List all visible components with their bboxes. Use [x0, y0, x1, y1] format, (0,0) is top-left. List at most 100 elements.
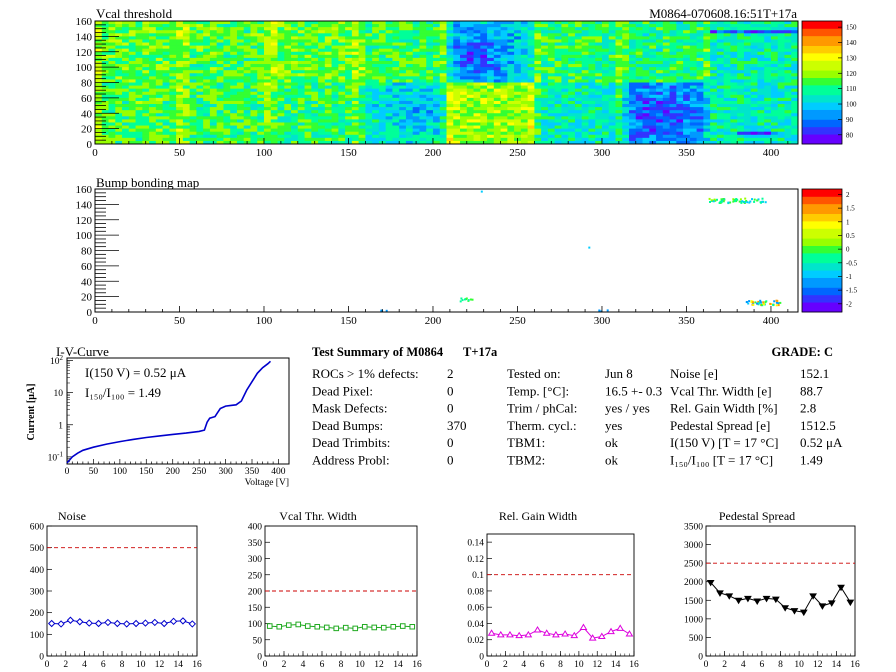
vcal-cell: [770, 137, 779, 142]
vcal-cell: [399, 48, 407, 53]
vcal-cell: [95, 113, 103, 117]
vcal-cell: [723, 27, 731, 31]
vcal-cell: [743, 119, 751, 123]
vcal-cell: [203, 79, 211, 83]
vcal-cell: [372, 48, 380, 53]
vcal-cell: [277, 48, 285, 53]
vcal-cell: [216, 119, 224, 123]
vcal-cell: [236, 54, 245, 59]
roc-x-tick-label: 0: [485, 660, 490, 670]
vcal-cell: [487, 125, 495, 129]
vcal-cell: [142, 128, 150, 133]
vcal-cell: [520, 131, 528, 136]
vcal-cell: [750, 110, 758, 114]
vcal-cell: [351, 21, 359, 25]
bump-scale-band: [802, 255, 842, 259]
vcal-cell: [115, 21, 123, 25]
summary-col1-key: Dead Trimbits:: [312, 435, 390, 450]
summary-col3-key: Rel. Gain Width [%]: [670, 401, 778, 416]
vcal-cell: [662, 57, 670, 62]
vcal-cell: [277, 57, 285, 62]
vcal-cell: [770, 67, 779, 71]
vcal-cell: [541, 128, 549, 133]
vcal-cell: [203, 70, 211, 74]
vcal-cell: [480, 30, 488, 34]
roc-y-tick-label: 0: [39, 653, 44, 663]
vcal-cell: [669, 119, 677, 123]
vcal-cell: [460, 107, 468, 111]
vcal-cell: [257, 131, 265, 136]
vcal-cell: [764, 116, 772, 120]
vcal-cell: [432, 116, 441, 120]
vcal-cell: [149, 79, 157, 83]
vcal-cell: [514, 107, 522, 111]
vcal-cell: [392, 57, 400, 62]
vcal-cell: [230, 94, 238, 99]
vcal-cell: [716, 51, 724, 56]
bump-color-scale: -2-1.5-1-0.500.511.52: [801, 188, 858, 313]
map-x-tick-label: 150: [340, 315, 357, 327]
vcal-cell: [703, 131, 711, 136]
vcal-cell: [723, 107, 731, 111]
bump-cell: [744, 197, 747, 200]
vcal-cell: [487, 76, 495, 80]
vcal-cell: [473, 122, 481, 126]
vcal-cell: [473, 64, 481, 68]
vcal-cell: [541, 54, 549, 59]
bump-cell: [600, 310, 603, 313]
vcal-cell: [263, 137, 272, 142]
vcal-cell: [608, 113, 616, 117]
vcal-cell: [365, 45, 373, 49]
vcal-cell: [554, 88, 562, 93]
vcal-cell: [716, 60, 724, 65]
vcal-cell: [203, 57, 211, 62]
vcal-cell: [209, 134, 217, 139]
vcal-cell: [209, 100, 217, 105]
vcal-cell: [473, 33, 481, 37]
vcal-cell: [791, 45, 799, 49]
summary-col3-value: 88.7: [800, 383, 823, 398]
bump-scale-band: [802, 252, 842, 256]
vcal-cell: [419, 113, 427, 117]
vcal-cell: [284, 85, 292, 89]
vcal-cell: [412, 94, 420, 99]
vcal-cell: [135, 119, 143, 123]
vcal-cell: [703, 70, 711, 74]
vcal-cell: [710, 125, 718, 129]
vcal-cell: [358, 94, 366, 99]
vcal-cell: [601, 45, 610, 49]
summary-col3-key: Noise [e]: [670, 366, 718, 381]
vcal-cell: [574, 107, 582, 111]
vcal-cell: [649, 60, 657, 65]
vcal-cell: [791, 88, 799, 93]
vcal-cell: [588, 79, 596, 83]
vcal-cell: [703, 33, 711, 37]
vcal-cell: [595, 36, 603, 40]
vcal-cell: [209, 64, 217, 68]
vcal-cell: [601, 33, 610, 37]
vcal-cell: [514, 48, 522, 53]
vcal-cell: [196, 67, 204, 71]
vcal-cell: [750, 51, 758, 56]
vcal-cell: [189, 94, 197, 99]
vcal-cell: [439, 100, 447, 105]
vcal-cell: [770, 134, 779, 139]
vcal-cell: [365, 21, 373, 25]
vcal-cell: [162, 42, 170, 46]
vcal-cell: [534, 42, 542, 46]
map-x-tick-label: 0: [92, 147, 98, 159]
vcal-cell: [392, 70, 400, 74]
vcal-cell: [547, 42, 555, 46]
vcal-cell: [250, 33, 258, 37]
vcal-cell: [541, 39, 549, 43]
vcal-cell: [764, 30, 772, 34]
vcal-cell: [791, 125, 799, 129]
map-x-tick-label: 400: [763, 315, 780, 327]
vcal-cell: [662, 60, 670, 65]
vcal-cell: [426, 76, 434, 80]
vcal-cell: [324, 64, 332, 68]
bump-scale-band: [802, 196, 842, 200]
vcal-cell: [284, 51, 292, 56]
vcal-cell: [703, 128, 711, 133]
vcal-cell: [412, 64, 420, 68]
